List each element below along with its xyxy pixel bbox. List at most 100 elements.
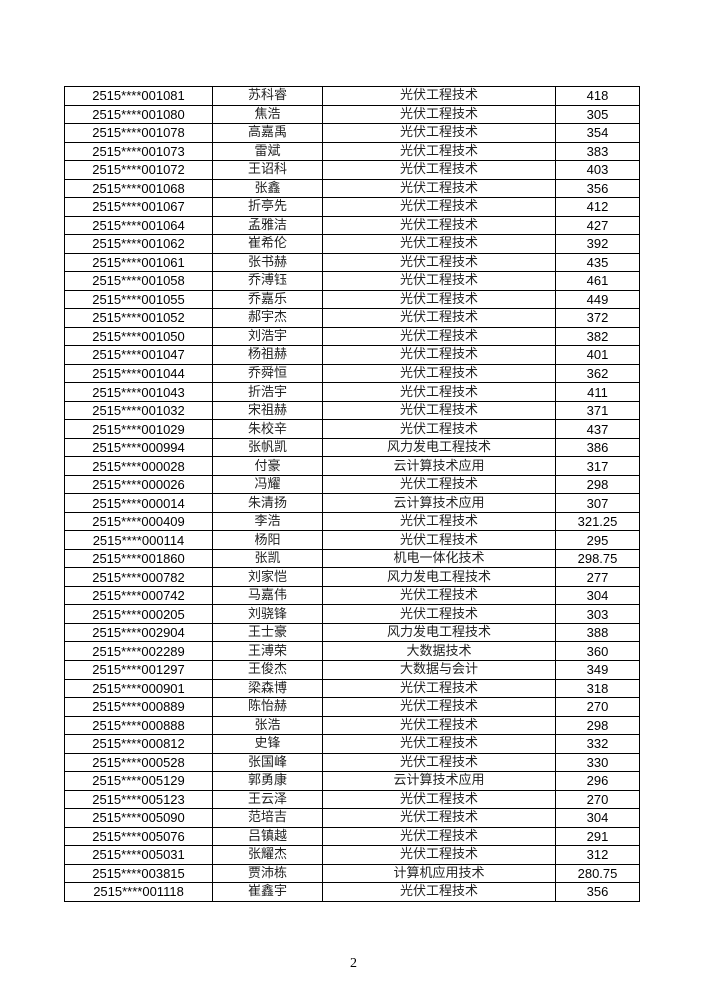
score-cell: 304 [555,585,640,606]
major-cell: 光伏工程技术 [322,789,556,810]
table-row: 2515****001081 苏科睿 光伏工程技术 418 [64,86,640,106]
major-cell: 光伏工程技术 [322,271,556,291]
major-cell: 光伏工程技术 [322,141,556,162]
exam-id-cell: 2515****000889 [64,697,213,717]
exam-id-cell: 2515****001032 [64,400,213,421]
major-cell: 大数据与会计 [322,659,556,680]
score-cell: 427 [555,215,640,236]
student-name-cell: 史锋 [212,734,323,754]
major-cell: 光伏工程技术 [322,123,556,143]
table-row: 2515****000528 张国峰 光伏工程技术 330 [64,752,640,773]
major-cell: 光伏工程技术 [322,697,556,717]
exam-id-cell: 2515****000742 [64,585,213,606]
major-cell: 光伏工程技术 [322,363,556,384]
table-row: 2515****000028 付豪 云计算技术应用 317 [64,456,640,476]
table-row: 2515****000812 史锋 光伏工程技术 332 [64,734,640,754]
table-row: 2515****000205 刘骁锋 光伏工程技术 303 [64,604,640,624]
student-name-cell: 高嘉禹 [212,123,323,143]
student-name-cell: 张耀杰 [212,845,323,865]
student-name-cell: 王士豪 [212,622,323,643]
score-cell: 356 [555,178,640,199]
table-row: 2515****000782 刘家恺 风力发电工程技术 277 [64,567,640,587]
major-cell: 机电一体化技术 [322,548,556,569]
table-row: 2515****001043 折浩宇 光伏工程技术 411 [64,382,640,402]
score-cell: 321.25 [555,511,640,532]
score-cell: 461 [555,271,640,291]
exam-id-cell: 2515****000114 [64,530,213,550]
major-cell: 光伏工程技术 [322,511,556,532]
exam-id-cell: 2515****000994 [64,437,213,458]
exam-id-cell: 2515****001061 [64,252,213,273]
major-cell: 光伏工程技术 [322,826,556,847]
student-name-cell: 乔溥钰 [212,271,323,291]
table-row: 2515****001118 崔鑫宇 光伏工程技术 356 [64,882,640,902]
exam-id-cell: 2515****005090 [64,808,213,828]
student-name-cell: 王溥荣 [212,641,323,661]
major-cell: 光伏工程技术 [322,178,556,199]
major-cell: 风力发电工程技术 [322,622,556,643]
major-cell: 云计算技术应用 [322,493,556,513]
score-cell: 388 [555,622,640,643]
exam-id-cell: 2515****000528 [64,752,213,773]
student-name-cell: 刘家恺 [212,567,323,587]
student-name-cell: 焦浩 [212,104,323,125]
student-name-cell: 孟雅洁 [212,215,323,236]
exam-id-cell: 2515****000812 [64,734,213,754]
table-row: 2515****000888 张浩 光伏工程技术 298 [64,715,640,736]
student-name-cell: 刘浩宇 [212,326,323,347]
score-cell: 298.75 [555,548,640,569]
exam-id-cell: 2515****001047 [64,345,213,365]
table-row: 2515****001297 王俊杰 大数据与会计 349 [64,659,640,680]
page-number: 2 [350,956,357,971]
major-cell: 光伏工程技术 [322,734,556,754]
score-cell: 437 [555,419,640,439]
score-cell: 356 [555,882,640,902]
student-name-cell: 郝宇杰 [212,308,323,328]
table-row: 2515****002289 王溥荣 大数据技术 360 [64,641,640,661]
exam-id-cell: 2515****001052 [64,308,213,328]
table-row: 2515****000994 张帆凯 风力发电工程技术 386 [64,437,640,458]
major-cell: 光伏工程技术 [322,86,556,106]
score-cell: 386 [555,437,640,458]
student-name-cell: 朱校辛 [212,419,323,439]
student-name-cell: 杨阳 [212,530,323,550]
score-cell: 349 [555,659,640,680]
table-row: 2515****001052 郝宇杰 光伏工程技术 372 [64,308,640,328]
major-cell: 光伏工程技术 [322,678,556,699]
score-cell: 296 [555,771,640,791]
score-cell: 362 [555,363,640,384]
table-row: 2515****005076 吕镇越 光伏工程技术 291 [64,826,640,847]
score-cell: 270 [555,789,640,810]
student-name-cell: 张国峰 [212,752,323,773]
student-name-cell: 陈怡赫 [212,697,323,717]
exam-id-cell: 2515****000409 [64,511,213,532]
exam-id-cell: 2515****001044 [64,363,213,384]
score-cell: 317 [555,456,640,476]
student-name-cell: 张浩 [212,715,323,736]
major-cell: 光伏工程技术 [322,752,556,773]
table-row: 2515****001058 乔溥钰 光伏工程技术 461 [64,271,640,291]
table-row: 2515****001047 杨祖赫 光伏工程技术 401 [64,345,640,365]
exam-id-cell: 2515****001080 [64,104,213,125]
exam-id-cell: 2515****001860 [64,548,213,569]
major-cell: 光伏工程技术 [322,345,556,365]
exam-id-cell: 2515****001078 [64,123,213,143]
major-cell: 光伏工程技术 [322,308,556,328]
student-name-cell: 马嘉伟 [212,585,323,606]
exam-id-cell: 2515****000028 [64,456,213,476]
exam-id-cell: 2515****001058 [64,271,213,291]
major-cell: 光伏工程技术 [322,289,556,310]
major-cell: 光伏工程技术 [322,845,556,865]
major-cell: 光伏工程技术 [322,530,556,550]
major-cell: 光伏工程技术 [322,160,556,180]
score-cell: 418 [555,86,640,106]
results-table-body: 2515****001081 苏科睿 光伏工程技术 418 2515****001080… [64,86,640,902]
student-name-cell: 贾沛栋 [212,863,323,884]
score-cell: 312 [555,845,640,865]
score-cell: 382 [555,326,640,347]
table-row: 2515****001044 乔舜恒 光伏工程技术 362 [64,363,640,384]
exam-id-cell: 2515****005129 [64,771,213,791]
score-cell: 291 [555,826,640,847]
student-name-cell: 杨祖赫 [212,345,323,365]
exam-id-cell: 2515****001081 [64,86,213,106]
